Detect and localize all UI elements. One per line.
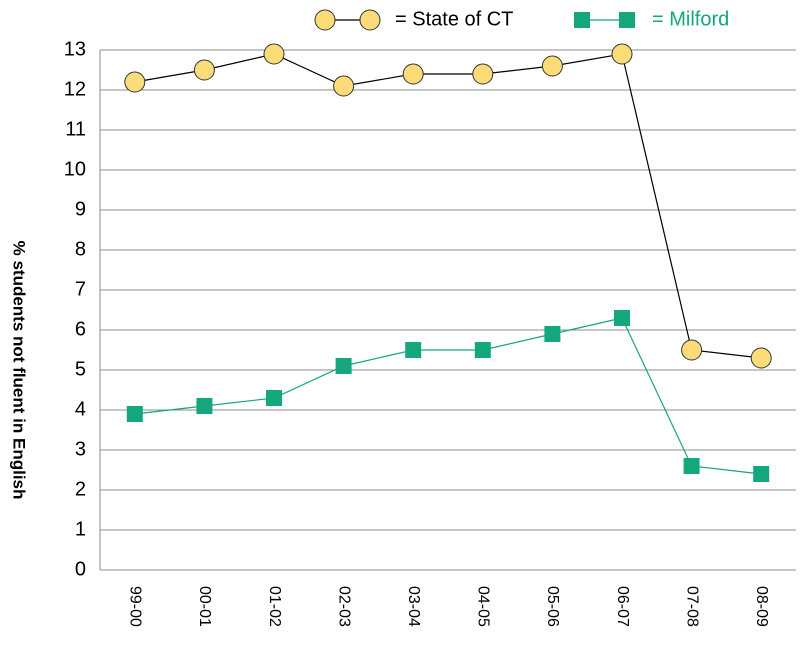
- x-tick-label: 00-01: [196, 586, 213, 627]
- data-point: [611, 43, 633, 65]
- x-tick-label: 08-09: [753, 586, 770, 627]
- data-point: [263, 43, 285, 65]
- y-tick-label: 4: [75, 398, 86, 420]
- data-point: [683, 458, 700, 474]
- data-point: [474, 342, 491, 358]
- y-tick-label: 6: [75, 318, 86, 340]
- y-tick-label: 7: [75, 278, 86, 300]
- data-point: [472, 63, 494, 85]
- x-tick-label: 05-06: [544, 586, 561, 627]
- legend-label: = Milford: [652, 8, 729, 30]
- y-tick-label: 9: [75, 198, 86, 220]
- data-point: [124, 71, 146, 93]
- legend-marker: [574, 12, 590, 28]
- x-tick-label: 01-02: [266, 586, 283, 627]
- y-tick-label: 13: [64, 38, 86, 60]
- y-tick-label: 8: [75, 238, 86, 260]
- data-point: [335, 358, 352, 374]
- legend-marker: [359, 9, 381, 31]
- data-point: [405, 342, 422, 358]
- x-tick-label: 99-00: [127, 586, 144, 627]
- legend-label: = State of CT: [395, 8, 513, 30]
- series-line: [134, 53, 762, 359]
- legend-marker: [314, 9, 336, 31]
- y-tick-label: 3: [75, 438, 86, 460]
- data-point: [193, 59, 215, 81]
- y-tick-label: 12: [64, 78, 86, 100]
- data-point: [402, 63, 424, 85]
- series-line: [134, 317, 762, 475]
- y-tick-label: 1: [75, 518, 86, 540]
- data-point: [333, 75, 355, 97]
- x-tick-label: 03-04: [405, 586, 422, 627]
- data-point: [541, 55, 563, 77]
- y-axis-label: % students not fluent in English: [10, 241, 29, 500]
- data-point: [681, 339, 703, 361]
- data-point: [266, 390, 282, 406]
- x-tick-label: 07-08: [683, 586, 700, 627]
- x-tick-label: 02-03: [335, 586, 352, 627]
- data-point: [196, 398, 213, 414]
- data-point: [614, 310, 630, 326]
- x-tick-label: 04-05: [475, 586, 492, 627]
- y-tick-label: 5: [75, 358, 86, 380]
- y-tick-label: 10: [64, 158, 86, 180]
- y-tick-label: 0: [75, 558, 86, 580]
- data-point: [750, 347, 772, 369]
- data-point: [544, 326, 561, 342]
- data-point: [753, 466, 770, 482]
- data-point: [126, 406, 143, 422]
- y-tick-label: 11: [65, 118, 86, 140]
- x-tick-label: 06-07: [614, 586, 631, 627]
- y-tick-label: 2: [75, 478, 86, 500]
- legend-marker: [619, 12, 635, 28]
